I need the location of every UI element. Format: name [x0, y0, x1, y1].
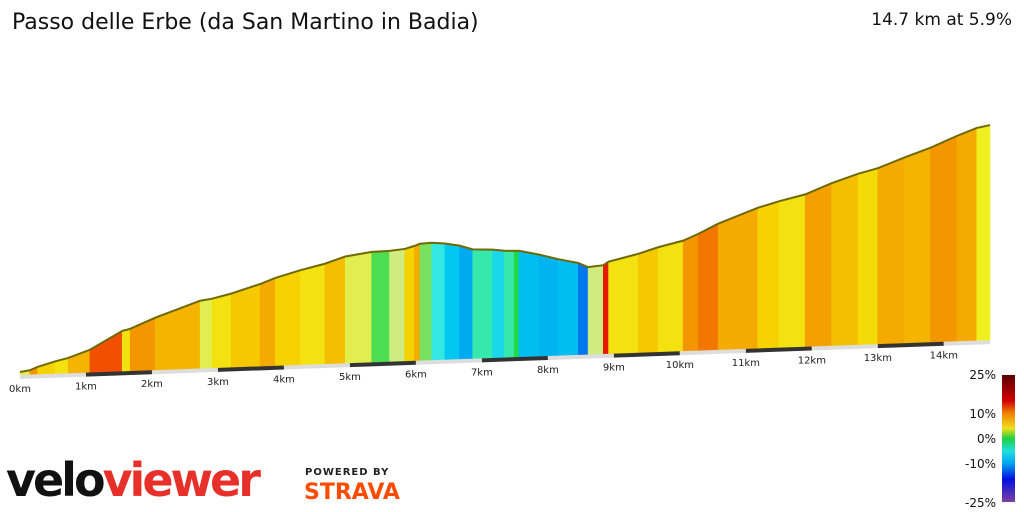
gradient-segment: [504, 250, 515, 358]
legend-label: 25%: [969, 368, 996, 382]
x-tick-label: 9km: [603, 363, 625, 374]
gradient-segment: [956, 127, 978, 342]
x-tick-label: 8km: [537, 365, 559, 376]
x-tick-label: 12km: [798, 355, 826, 366]
veloviewer-logo: veloviewer: [6, 453, 261, 507]
gradient-segment: [717, 207, 759, 351]
legend-label: -10%: [965, 457, 996, 471]
gradient-segment: [129, 317, 156, 372]
gradient-segment: [154, 300, 201, 371]
km-band: [349, 360, 416, 368]
gradient-segment: [930, 135, 958, 343]
x-tick-label: 3km: [207, 377, 229, 388]
gradient-segment: [431, 242, 446, 361]
x-tick-label: 6km: [405, 370, 427, 381]
x-tick-label: 5km: [339, 372, 361, 383]
x-tick-label: 11km: [732, 358, 760, 369]
gradient-segment: [345, 251, 373, 364]
km-band: [481, 355, 548, 363]
x-tick-label: 4km: [273, 374, 295, 385]
legend-label: 0%: [977, 432, 996, 446]
gradient-segment: [903, 147, 931, 344]
gradient-segment: [404, 245, 415, 362]
km-band: [811, 344, 878, 351]
gradient-segment: [587, 264, 604, 355]
km-band: [85, 370, 153, 377]
x-tick-label: 0km: [9, 384, 31, 395]
x-tick-label: 10km: [666, 360, 694, 371]
gradient-segment: [230, 283, 261, 368]
km-band: [415, 358, 482, 365]
km-band: [19, 372, 87, 379]
gradient-segment: [857, 167, 879, 346]
km-band: [151, 367, 219, 375]
gradient-segment: [211, 293, 232, 369]
gradient-segment: [492, 249, 505, 359]
gradient-segment: [877, 157, 905, 345]
km-band: [547, 353, 614, 360]
x-tick-label: 13km: [864, 353, 892, 364]
gradient-segment: [324, 256, 346, 365]
gradient-segment: [275, 269, 301, 367]
gradient-segment: [558, 258, 579, 356]
km-band: [679, 348, 746, 356]
gradient-segment: [778, 193, 806, 348]
climb-summary: 14.7 km at 5.9%: [871, 10, 1012, 30]
x-tick-label: 2km: [141, 379, 163, 390]
gradient-segment: [121, 328, 131, 372]
page-title: Passo delle Erbe (da San Martino in Badi…: [12, 10, 479, 35]
gradient-segment: [371, 250, 390, 363]
legend-label: 10%: [969, 407, 996, 421]
gradient-segment: [538, 254, 559, 357]
legend-label: -25%: [965, 496, 996, 510]
gradient-segment: [804, 182, 832, 348]
gradient-segment: [472, 249, 493, 360]
strava-logo: STRAVA: [304, 480, 400, 505]
gradient-segment: [757, 200, 780, 349]
gradient-segment: [259, 277, 276, 367]
gradient-segment: [637, 246, 659, 354]
gradient-segment: [577, 262, 589, 356]
km-band: [877, 341, 944, 349]
gradient-segment: [300, 263, 326, 366]
gradient-segment: [513, 250, 520, 358]
gradient-segment: [89, 330, 123, 373]
gradient-legend-bar: [1002, 375, 1015, 502]
km-band: [943, 340, 991, 346]
km-band: [613, 351, 680, 358]
gradient-segment: [518, 250, 539, 358]
km-band: [745, 346, 812, 353]
gradient-segment: [831, 173, 859, 347]
gradient-segment: [698, 223, 719, 351]
km-band: [283, 363, 351, 370]
gradient-segment: [459, 245, 473, 360]
gradient-segment: [444, 243, 460, 361]
x-tick-label: 14km: [930, 351, 958, 362]
gradient-segment: [682, 233, 699, 352]
x-tick-label: 1km: [75, 382, 97, 393]
gradient-segment: [603, 261, 609, 355]
profile-top-edge: [19, 124, 991, 373]
x-tick-label: 7km: [471, 367, 493, 378]
powered-by-label: POWERED BY: [305, 467, 390, 478]
gradient-segment: [419, 242, 433, 361]
gradient-segment: [414, 243, 421, 362]
gradient-segment: [657, 240, 684, 353]
km-band: [217, 365, 285, 372]
gradient-segment: [389, 248, 406, 363]
gradient-segment: [199, 298, 213, 369]
gradient-segment: [976, 124, 991, 341]
gradient-segment: [608, 253, 639, 355]
